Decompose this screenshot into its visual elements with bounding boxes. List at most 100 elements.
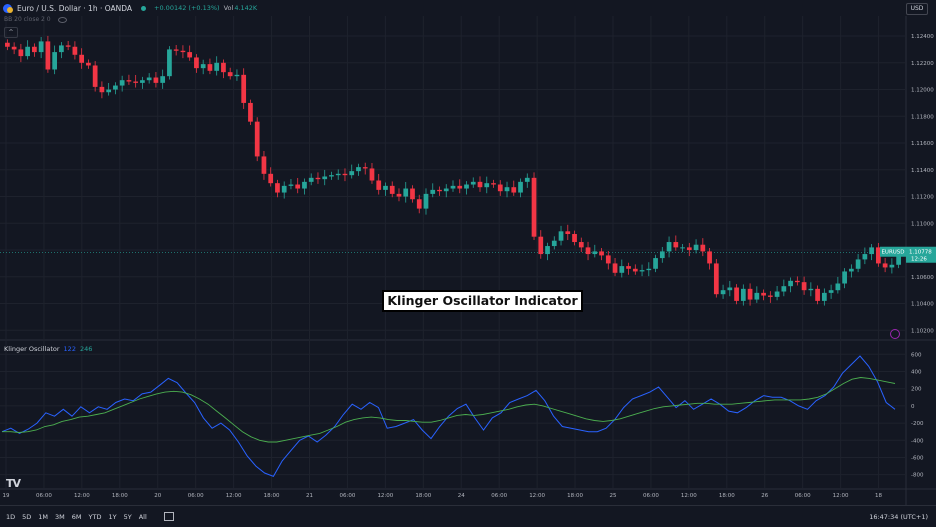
price-change: +0.00142 (+0.13%): [154, 4, 220, 12]
candle-body: [457, 185, 463, 189]
calendar-icon[interactable]: [163, 512, 174, 521]
range-button-1y[interactable]: 1Y: [108, 512, 117, 521]
candle-body: [801, 282, 807, 291]
range-button-5d[interactable]: 5D: [22, 512, 32, 521]
candle-body: [72, 46, 78, 55]
candle-body: [396, 193, 402, 197]
candle-body: [545, 246, 550, 255]
bollinger-legend[interactable]: BB 20 close 2 0: [4, 16, 67, 23]
candle-body: [808, 288, 814, 291]
candle-body: [38, 41, 44, 53]
range-button-1m[interactable]: 1M: [38, 512, 49, 521]
candle-body: [605, 255, 611, 264]
candle-body: [275, 183, 280, 193]
market-open-dot: [141, 5, 147, 11]
candle-body: [511, 187, 517, 193]
candle-body: [335, 173, 341, 176]
osc-tick-label: 600: [911, 352, 922, 358]
candle-body: [25, 46, 30, 57]
candle-body: [551, 240, 557, 247]
price-tick-label: 1.10600: [911, 275, 934, 281]
range-button-ytd[interactable]: YTD: [88, 512, 102, 521]
oscillator-legend[interactable]: Klinger Oscillator 122 246: [4, 345, 92, 353]
candle-body: [92, 65, 98, 87]
oscillator-param2: 246: [79, 345, 93, 353]
candle-body: [740, 288, 746, 301]
osc-series-122: [1, 355, 896, 478]
time-tick-label: 20: [154, 493, 161, 499]
price-tick-label: 1.10400: [911, 302, 934, 308]
osc-tick-label: -400: [911, 438, 924, 444]
range-button-6m[interactable]: 6M: [71, 512, 82, 521]
time-tick-label: 06:00: [36, 493, 52, 499]
clock[interactable]: 16:47:34 (UTC+1): [869, 512, 928, 521]
candle-body: [308, 177, 314, 182]
candle-body: [322, 176, 328, 180]
time-tick-label: 18:00: [719, 493, 735, 499]
candle-body: [889, 264, 895, 268]
osc-tick-label: -200: [911, 421, 924, 427]
candle-body: [302, 181, 307, 189]
time-tick-label: 26: [761, 493, 768, 499]
candle-body: [5, 42, 10, 47]
candle-body: [767, 295, 773, 297]
candle-body: [896, 252, 901, 265]
candle-body: [484, 183, 490, 188]
range-button-1d[interactable]: 1D: [6, 512, 16, 521]
range-button-3m[interactable]: 3M: [55, 512, 65, 521]
candle-body: [578, 242, 584, 248]
candle-body: [646, 268, 652, 271]
candle-body: [52, 52, 58, 70]
tradingview-logo[interactable]: TV: [6, 477, 21, 490]
candle-body: [113, 85, 118, 90]
time-tick-label: 18:00: [112, 493, 128, 499]
time-tick-label: 18:00: [264, 493, 280, 499]
candle-body: [160, 76, 166, 83]
candle-body: [659, 251, 665, 259]
collapse-legend-button[interactable]: ^: [4, 27, 18, 38]
osc-series-246: [2, 377, 896, 443]
candle-body: [11, 46, 17, 50]
currency-button[interactable]: USD: [906, 3, 928, 15]
time-tick-label: 06:00: [643, 493, 659, 499]
candle-body: [774, 291, 780, 297]
time-tick-label: 12:00: [681, 493, 697, 499]
candle-body: [632, 268, 638, 272]
time-tick-label: 06:00: [340, 493, 356, 499]
candle-body: [848, 268, 854, 272]
symbol-title[interactable]: Euro / U.S. Dollar · 1h · OANDA: [17, 3, 133, 13]
osc-tick-label: -800: [911, 473, 924, 479]
osc-tick-label: 0: [911, 404, 915, 410]
candle-body: [686, 247, 692, 251]
candle-body: [241, 74, 247, 103]
time-tick-label: 21: [306, 493, 313, 499]
candle-body: [862, 254, 868, 260]
price-tick-label: 1.11400: [911, 168, 934, 174]
candle-body: [592, 251, 598, 255]
candle-body: [666, 242, 672, 252]
candle-body: [504, 187, 510, 192]
candle-body: [450, 185, 456, 189]
price-tag-symbol: EURUSD: [881, 250, 904, 256]
price-tick-label: 1.11600: [911, 141, 934, 147]
time-tick-label: 06:00: [491, 493, 507, 499]
candle-body: [119, 80, 125, 86]
eye-icon[interactable]: [57, 16, 67, 23]
candle-body: [32, 46, 37, 53]
candle-body: [261, 156, 267, 174]
osc-tick-label: 400: [911, 369, 922, 375]
time-tick-label: 19: [3, 493, 10, 499]
candle-body: [538, 236, 544, 255]
candle-body: [187, 52, 193, 58]
candle-body: [828, 290, 834, 293]
candle-body: [383, 185, 388, 190]
candle-body: [781, 286, 787, 292]
candle-body: [227, 72, 233, 77]
range-button-5y[interactable]: 5Y: [123, 512, 132, 521]
candle-body: [423, 193, 429, 209]
price-tick-label: 1.11000: [911, 221, 934, 227]
alert-icon[interactable]: [890, 329, 900, 339]
range-button-all[interactable]: All: [138, 512, 147, 521]
time-tick-label: 18:00: [415, 493, 431, 499]
candle-body: [639, 270, 645, 272]
